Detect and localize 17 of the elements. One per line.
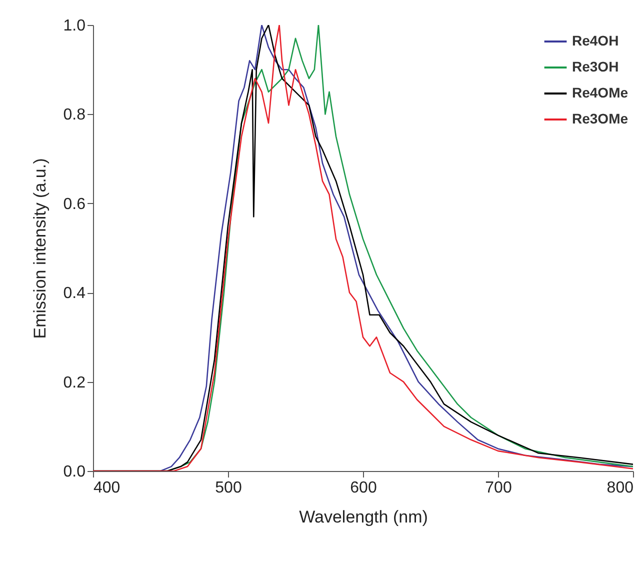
x-axis-title: Wavelength (nm) (299, 508, 428, 526)
legend-label: Re4OH (572, 32, 619, 48)
y-axis-title: Emission intensity (a.u.) (30, 158, 50, 339)
x-tick-label: 500 (215, 480, 242, 496)
x-tick-label: 600 (350, 480, 377, 496)
y-tick-label: 0.8 (63, 106, 86, 124)
y-tick-label: 0.6 (63, 196, 86, 213)
y-tick-label: 0.4 (63, 285, 86, 302)
y-tick-label: 0.2 (63, 374, 86, 392)
legend-label: Re3OH (572, 58, 619, 74)
x-tick-label: 700 (485, 480, 512, 496)
x-tick-label: 800 (606, 480, 634, 496)
x-tick-label: 400 (94, 480, 120, 496)
legend-label: Re4OMe (572, 84, 628, 100)
y-tick-label: 0.0 (63, 464, 86, 480)
y-tick-label: 1.0 (63, 18, 86, 34)
legend-label: Re3OMe (572, 110, 628, 126)
